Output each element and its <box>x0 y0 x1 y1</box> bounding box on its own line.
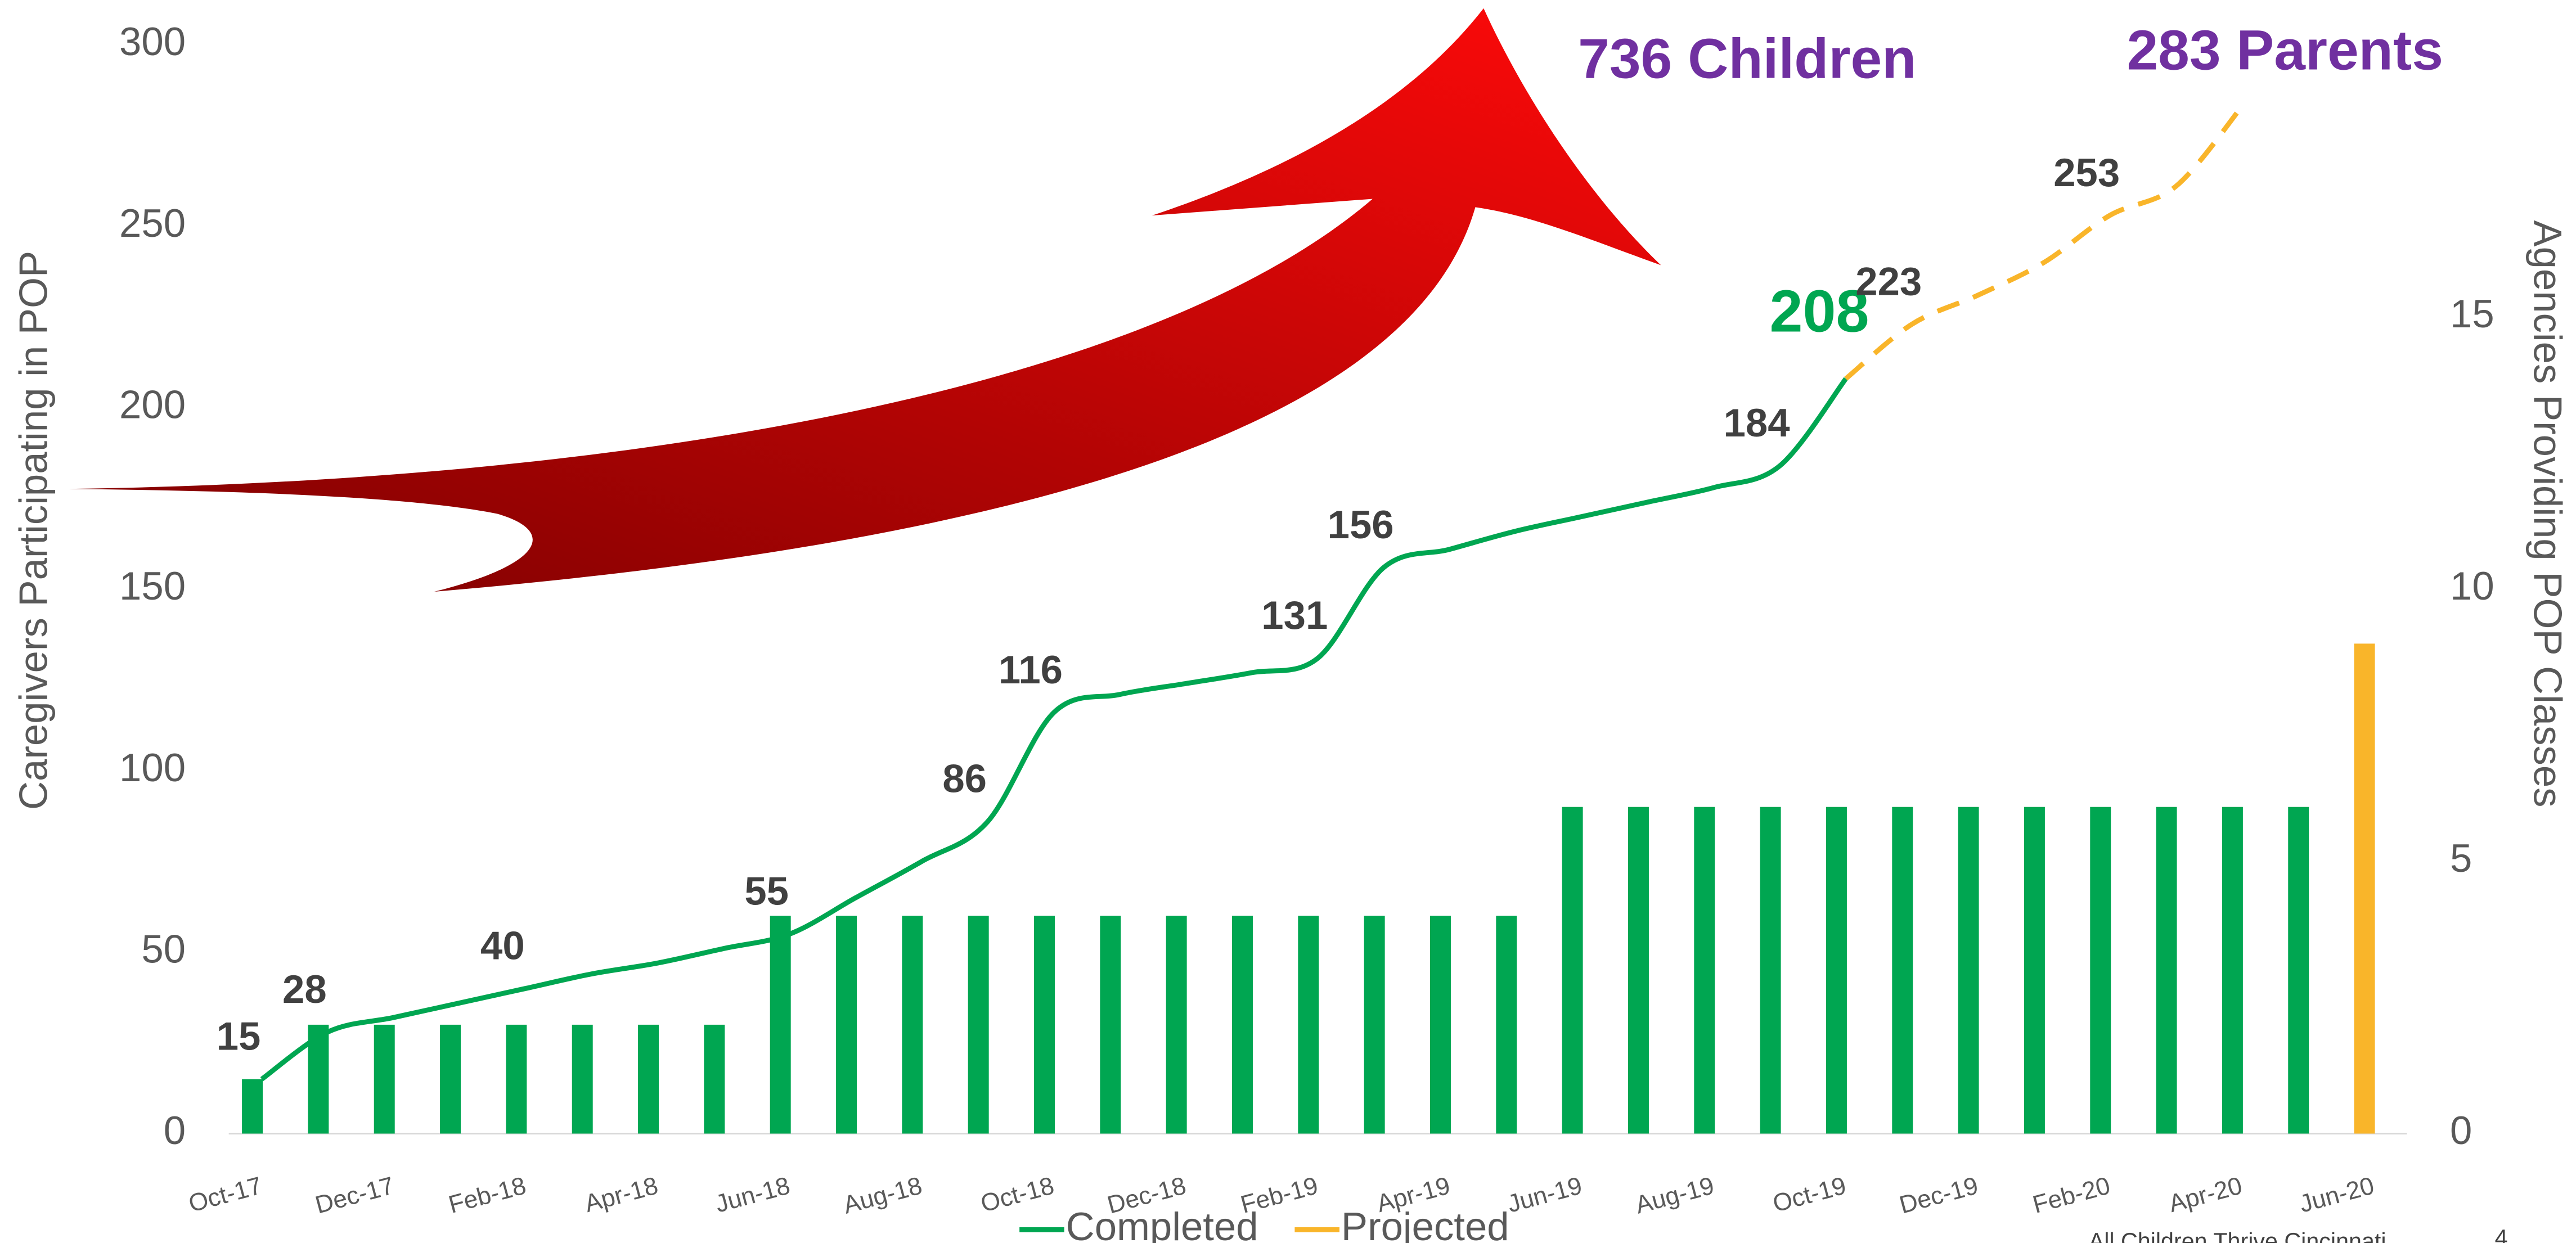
y-tick-label: 0 <box>164 1108 186 1152</box>
bar <box>704 1024 725 1134</box>
bar <box>2222 807 2243 1134</box>
bar <box>902 916 923 1134</box>
data-label: 223 <box>1855 259 1922 303</box>
bar <box>1166 916 1187 1134</box>
x-tick-label: Oct-18 <box>978 1172 1057 1218</box>
data-label: 208 <box>1770 278 1869 344</box>
bar <box>2090 807 2111 1134</box>
x-tick-label: Jun-19 <box>1504 1172 1585 1218</box>
bar <box>836 916 857 1134</box>
annotation: 736 Children <box>1578 27 1916 90</box>
bar <box>1892 807 1913 1134</box>
bar <box>1034 916 1055 1134</box>
legend: Completed Projected <box>1019 1204 1509 1243</box>
bar <box>1496 916 1517 1134</box>
data-label: 86 <box>942 756 987 800</box>
annotation: 283 Parents <box>2127 19 2443 82</box>
bar <box>968 916 989 1134</box>
footer: All Children Thrive Cincinnati <box>2089 1228 2386 1243</box>
data-label: 40 <box>480 923 525 967</box>
page-number: 4 <box>2495 1225 2508 1243</box>
x-tick-label: Feb-19 <box>1238 1172 1321 1219</box>
data-label: 253 <box>2053 150 2120 195</box>
bar <box>1760 807 1781 1134</box>
y-tick-label: 150 <box>119 564 186 608</box>
data-label: 156 <box>1328 502 1394 547</box>
bar <box>1826 807 1847 1134</box>
y-tick-label: 100 <box>119 745 186 790</box>
bar <box>374 1024 395 1134</box>
line <box>260 377 1848 1082</box>
y-axis-title: Caregivers Participating in POP <box>11 251 55 810</box>
data-label: 184 <box>1724 400 1790 445</box>
y2-tick-label: 0 <box>2450 1108 2472 1152</box>
y-tick-label: 50 <box>141 927 186 971</box>
x-tick-label: Dec-17 <box>312 1172 397 1219</box>
y2-tick-label: 10 <box>2450 564 2494 608</box>
data-label: 131 <box>1261 593 1328 637</box>
bar <box>506 1024 527 1134</box>
y-tick-label: 300 <box>119 19 186 64</box>
y2-tick-label: 15 <box>2450 291 2494 336</box>
line <box>1844 105 2244 381</box>
x-tick-label: Oct-19 <box>1770 1172 1849 1218</box>
bar <box>1232 916 1253 1134</box>
x-tick-label: Dec-19 <box>1896 1172 1981 1219</box>
bar <box>308 1024 329 1134</box>
bar <box>2024 807 2045 1134</box>
bar <box>770 916 791 1134</box>
bar <box>1298 916 1319 1134</box>
x-tick-label: Jun-18 <box>712 1172 793 1218</box>
bar <box>1364 916 1385 1134</box>
data-label: 55 <box>744 869 789 913</box>
bar <box>2288 807 2309 1134</box>
bar <box>1429 916 1451 1134</box>
x-tick-label: Apr-18 <box>582 1172 661 1218</box>
bar <box>1958 807 1979 1134</box>
y2-axis-title: Agencies Providing POP Classes <box>2525 220 2570 807</box>
bar <box>242 1079 263 1134</box>
x-tick-label: Apr-20 <box>2166 1172 2245 1218</box>
x-tick-label: Aug-19 <box>1633 1172 1717 1219</box>
x-tick-label: Aug-18 <box>840 1172 925 1219</box>
x-tick-label: Oct-17 <box>186 1172 265 1218</box>
bar <box>440 1024 461 1134</box>
bar <box>1628 807 1649 1134</box>
bar <box>572 1024 593 1134</box>
y-tick-label: 200 <box>119 382 186 427</box>
y-tick-label: 250 <box>119 201 186 245</box>
legend-label: Completed <box>1066 1204 1258 1243</box>
bar <box>638 1024 659 1134</box>
legend-label: Projected <box>1341 1204 1509 1243</box>
data-label: 116 <box>999 647 1063 692</box>
y2-tick-label: 5 <box>2450 836 2472 880</box>
bar <box>1562 807 1583 1134</box>
x-tick-label: Jun-20 <box>2296 1172 2377 1218</box>
x-tick-label: Feb-18 <box>446 1172 529 1219</box>
bar <box>2354 643 2375 1134</box>
data-label: 28 <box>282 967 327 1011</box>
data-label: 15 <box>217 1014 261 1059</box>
growth-arrow <box>66 8 1661 592</box>
bar <box>1100 916 1121 1134</box>
x-tick-label: Feb-20 <box>2030 1172 2113 1219</box>
bar <box>2156 807 2177 1134</box>
bar <box>1694 807 1715 1134</box>
